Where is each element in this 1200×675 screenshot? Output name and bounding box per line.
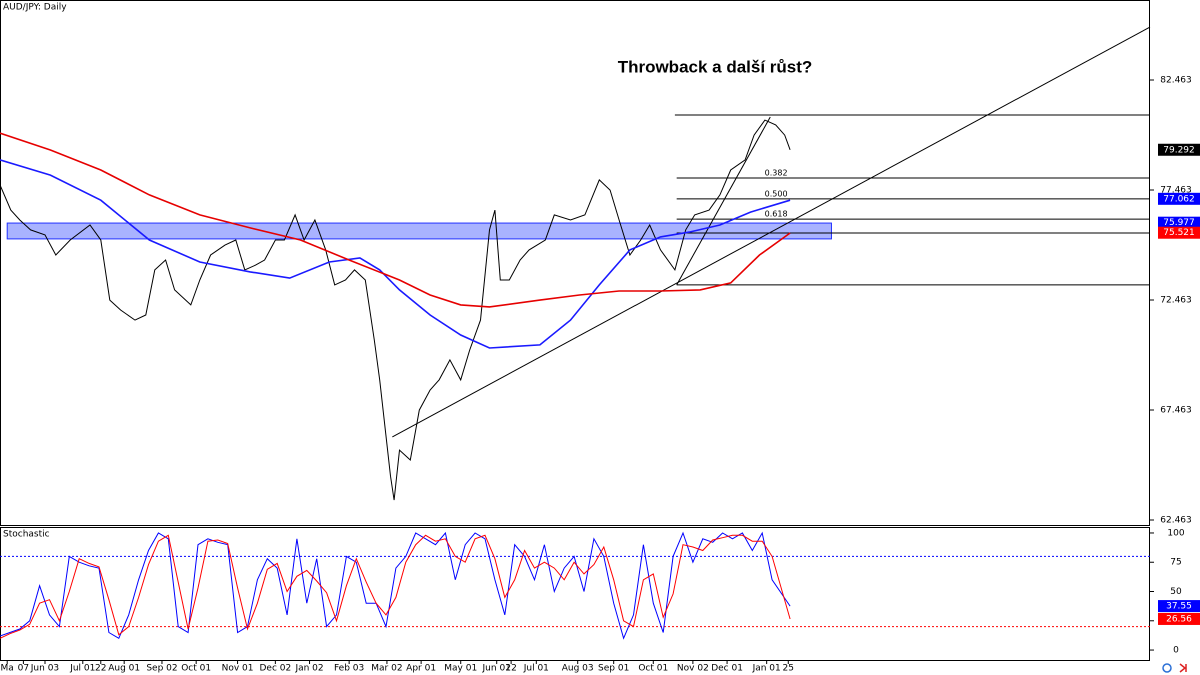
price-label-box <box>1158 192 1200 205</box>
x-tick-label: Aug 03 <box>562 664 594 674</box>
series-line <box>0 159 791 349</box>
series-line <box>0 119 791 501</box>
annotation: Throwback a další růst? <box>618 57 813 76</box>
x-tick-label: 22 <box>505 664 516 674</box>
price-label-box <box>1158 226 1200 239</box>
x-tick-label: Feb 03 <box>334 664 364 674</box>
trendline <box>392 26 1151 438</box>
series-line <box>0 534 791 639</box>
chart-title: AUD/JPY: Daily <box>3 3 67 13</box>
y-tick-label: 67.463 <box>1160 406 1192 416</box>
x-tick-label: Jan 01 <box>752 664 781 674</box>
value-label-box <box>1158 600 1200 613</box>
series-line <box>0 132 791 308</box>
x-tick-label: Apr 01 <box>406 664 436 674</box>
trendline <box>676 116 771 286</box>
x-tick-label: Nov 01 <box>222 664 254 674</box>
y-tick-label: 50 <box>1170 587 1182 597</box>
x-tick-label: Jul 01 <box>69 664 95 674</box>
x-tick-label: Jan 02 <box>294 664 323 674</box>
price-label: 75.977 <box>1163 218 1195 228</box>
y-tick-label: 75 <box>1170 558 1181 568</box>
title-box <box>1 1 57 13</box>
y-tick-label: 77.463 <box>1160 185 1192 195</box>
indicator-title-box <box>1 528 41 540</box>
x-tick-label: Dec 02 <box>259 664 291 674</box>
x-tick-label: Jul 01 <box>523 664 549 674</box>
y-tick-label: 72.463 <box>1160 296 1192 306</box>
x-tick-label: May 01 <box>444 664 477 674</box>
series-line <box>0 531 791 640</box>
x-tick-label: Mar 02 <box>371 664 402 674</box>
zone <box>6 222 832 240</box>
y-tick-label: 62.463 <box>1160 516 1192 526</box>
price-label: 77.062 <box>1163 194 1195 204</box>
price-label: 79.292 <box>1163 145 1195 155</box>
y-tick-label: 82.463 <box>1160 75 1192 85</box>
x-tick-label: Sep 01 <box>598 664 629 674</box>
value-label: 37.55 <box>1166 602 1192 612</box>
toolbar-icons <box>1162 663 1187 673</box>
value-label-box <box>1158 612 1200 625</box>
y-tick-label: 0 <box>1173 646 1179 656</box>
value-label: 26.56 <box>1166 614 1192 624</box>
x-tick-label: Jun 01 <box>482 664 511 674</box>
x-tick-label: 07 <box>18 664 29 674</box>
x-tick-label: Oct 01 <box>638 664 668 674</box>
x-tick-label: Ma <box>1 664 14 674</box>
icon[interactable] <box>1179 663 1187 673</box>
x-tick-label: Aug 01 <box>108 664 140 674</box>
indicator-title: Stochastic <box>3 530 50 540</box>
level-label: 0.382 <box>765 168 788 177</box>
x-tick-label: Jun 03 <box>30 664 59 674</box>
price-label: 75.521 <box>1163 228 1195 238</box>
x-tick-label: Nov 02 <box>677 664 709 674</box>
x-tick-label: Sep 02 <box>146 664 177 674</box>
price-label-box <box>1158 143 1200 156</box>
y-tick-label: 100 <box>1167 528 1184 538</box>
x-tick-label: 22 <box>95 664 106 674</box>
icon[interactable] <box>1162 663 1172 673</box>
price-panel-frame <box>0 0 1150 526</box>
level-label: 0.500 <box>765 189 788 198</box>
level-label: 0.618 <box>765 210 788 219</box>
x-tick-label: 25 <box>783 664 794 674</box>
x-tick-label: Dec 01 <box>711 664 743 674</box>
price-label-box <box>1158 216 1200 229</box>
x-tick-label: Oct 01 <box>181 664 211 674</box>
stochastic-panel-frame <box>0 527 1150 661</box>
